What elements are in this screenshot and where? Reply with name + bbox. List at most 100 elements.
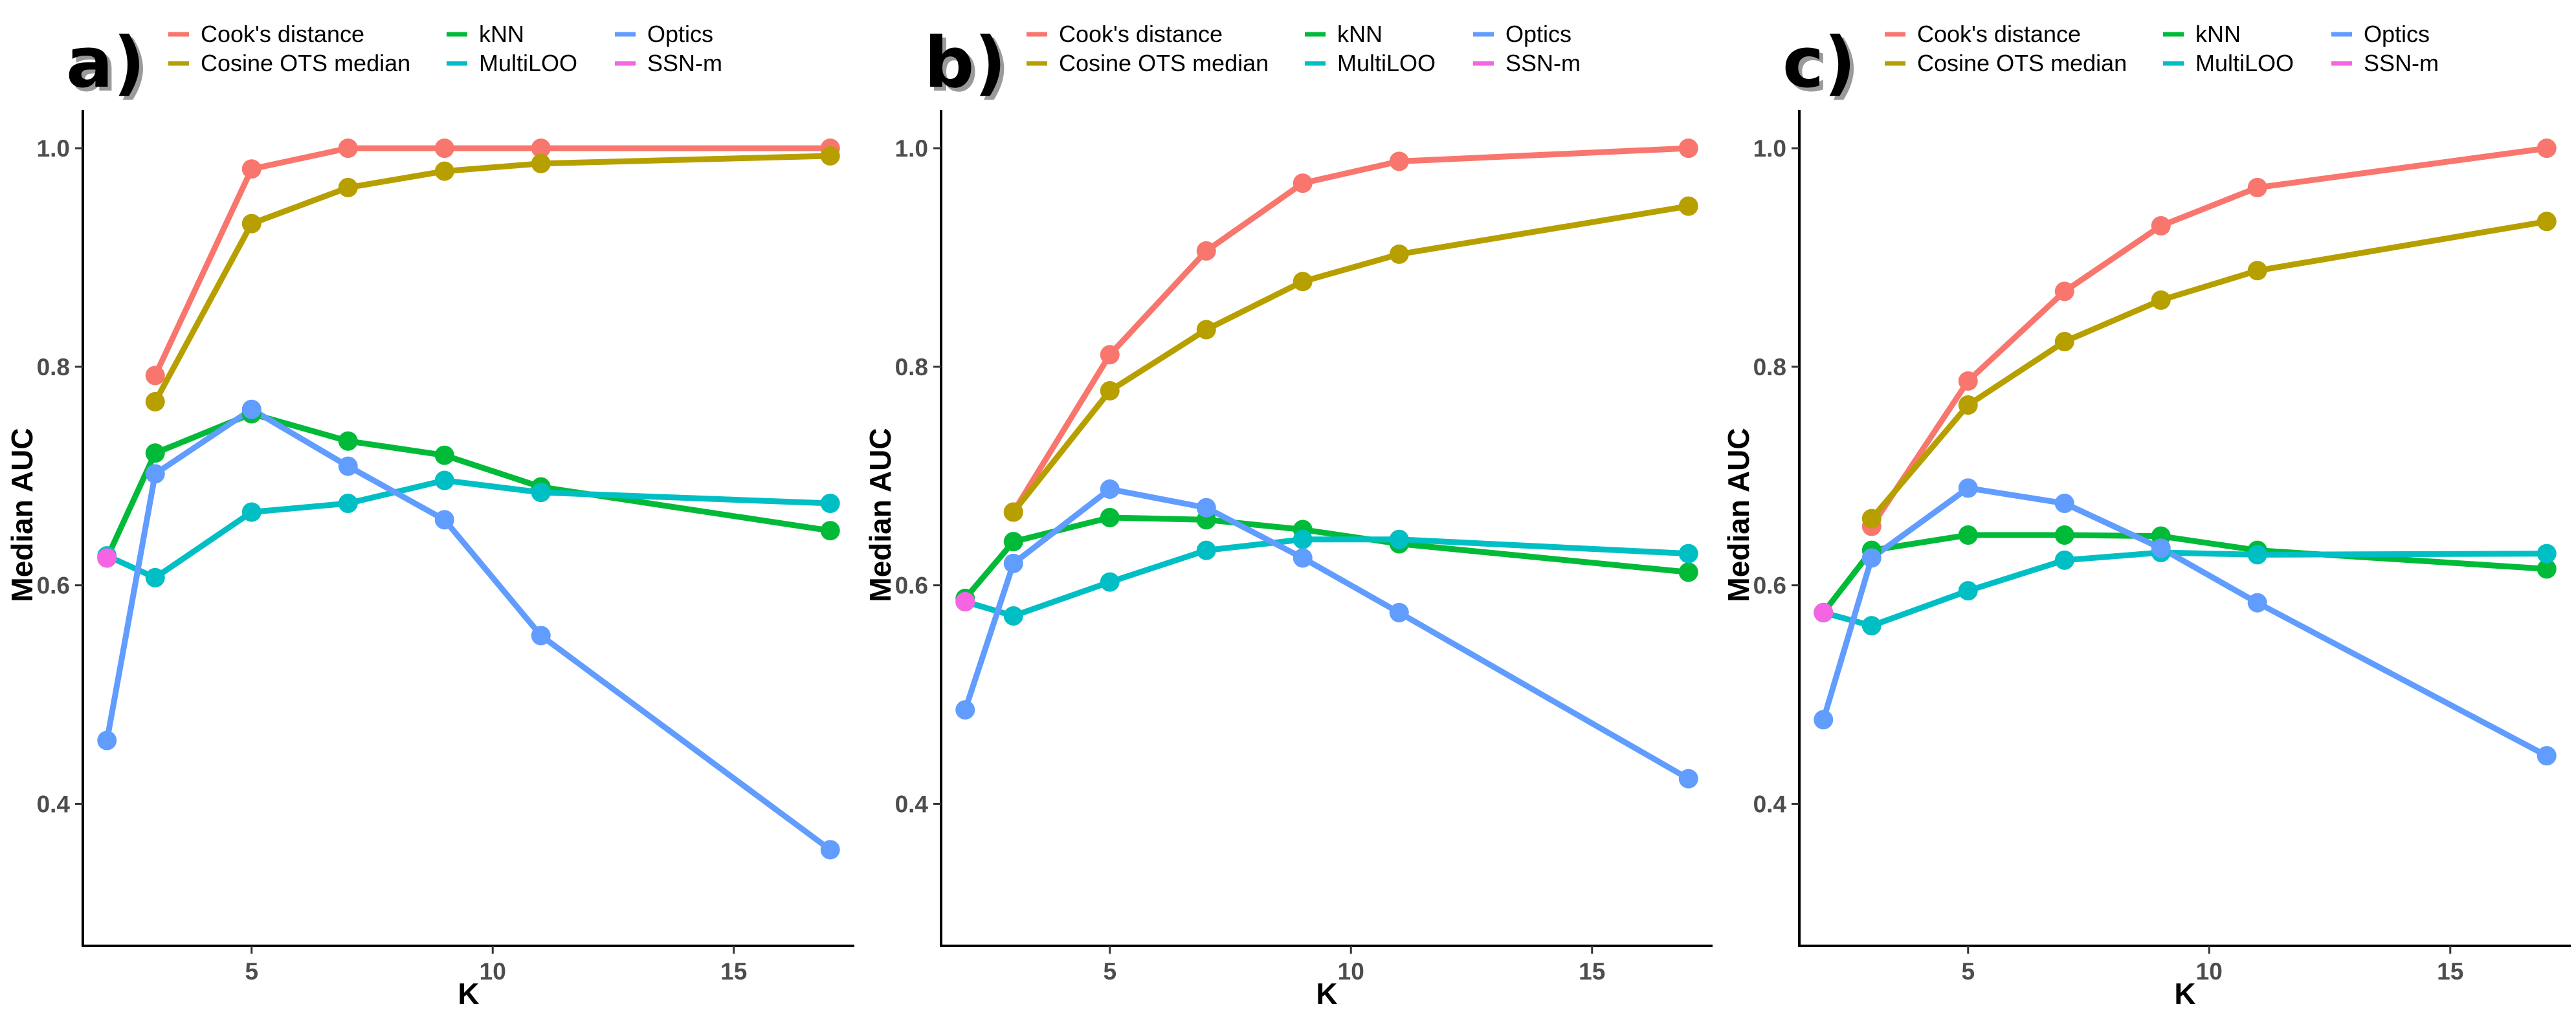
y-tick-label: 0.6 — [1753, 573, 1786, 599]
data-point-cosine-ots-median — [2537, 212, 2557, 232]
y-tick-label: 1.0 — [37, 135, 70, 162]
data-point-optics — [531, 626, 551, 646]
data-point-knn — [1958, 525, 1978, 545]
data-point-optics — [2151, 538, 2171, 558]
data-point-multiloo — [1958, 581, 1978, 601]
legend-item-knn: kNN — [2163, 21, 2241, 47]
legend-item-cosine-ots-median: Cosine OTS median — [1885, 50, 2127, 76]
axes — [1798, 110, 2571, 947]
data-point-optics — [2054, 494, 2074, 513]
legend-label: MultiLOO — [2195, 50, 2294, 76]
data-point-multiloo — [1196, 540, 1216, 560]
y-axis-title: Median AUC — [863, 428, 897, 602]
chart-panel-1: a)a) Cook's distance Cosine OTS median kNN M… — [5, 21, 854, 1011]
data-point-knn — [1100, 507, 1120, 527]
y-tick-label: 1.0 — [1753, 135, 1786, 162]
data-point-cook-s-distance — [2151, 216, 2171, 236]
data-point-cook-s-distance — [2247, 177, 2267, 197]
legend-label: Cosine OTS median — [201, 50, 410, 76]
data-point-optics — [1100, 479, 1120, 499]
x-axis-title: K — [1316, 977, 1337, 1011]
legend-label: Optics — [647, 21, 713, 47]
data-point-cook-s-distance — [1196, 241, 1216, 261]
legend-item-multiloo: MultiLOO — [1305, 50, 1436, 76]
data-point-multiloo — [338, 494, 358, 513]
panel-label-shadow: a) — [70, 27, 149, 107]
legend-label: Cosine OTS median — [1059, 50, 1269, 76]
data-point-multiloo — [145, 567, 165, 587]
data-point-multiloo — [1861, 616, 1882, 636]
legend-item-ssn-m: SSN-m — [615, 50, 722, 76]
data-point-optics — [1196, 498, 1216, 518]
legend-label: Optics — [1505, 21, 1571, 47]
data-point-cook-s-distance — [2537, 138, 2557, 159]
legend-label: SSN-m — [647, 50, 722, 76]
data-point-cosine-ots-median — [1196, 320, 1216, 340]
data-point-optics — [1389, 602, 1409, 622]
data-point-optics — [1814, 710, 1834, 730]
data-point-optics — [1678, 769, 1698, 789]
series-line-cook-s-distance — [1869, 145, 2550, 529]
legend-item-cosine-ots-median: Cosine OTS median — [168, 50, 410, 76]
data-point-knn — [2054, 525, 2074, 545]
data-point-cosine-ots-median — [434, 161, 454, 181]
data-point-cosine-ots-median — [1958, 395, 1978, 415]
legend-item-knn: kNN — [1305, 21, 1382, 47]
panel-label-shadow: b) — [928, 27, 1010, 107]
data-point-multiloo — [2247, 545, 2267, 565]
legend-label: kNN — [479, 21, 524, 47]
data-point-optics — [820, 840, 840, 860]
series-line-multiloo — [104, 477, 834, 581]
data-point-optics — [434, 510, 454, 530]
data-point-cosine-ots-median — [145, 391, 165, 411]
data-point-optics — [1003, 553, 1023, 573]
data-point-cook-s-distance — [1389, 151, 1409, 171]
data-point-multiloo — [1389, 529, 1409, 549]
x-tick-label: 15 — [2437, 958, 2463, 985]
data-point-cosine-ots-median — [2151, 290, 2171, 310]
series-line-cosine-ots-median — [152, 153, 834, 405]
legend-label: Cosine OTS median — [1917, 50, 2127, 76]
series-line-cosine-ots-median — [1010, 203, 1692, 516]
panel-label: c) — [1782, 23, 1856, 104]
data-point-ssn-m — [955, 592, 975, 611]
data-point-cook-s-distance — [1293, 173, 1313, 193]
data-point-cook-s-distance — [1958, 371, 1978, 391]
legend-item-cook-s-distance: Cook's distance — [1027, 21, 1223, 47]
legend-item-multiloo: MultiLOO — [447, 50, 577, 76]
x-tick-label: 5 — [1961, 958, 1975, 985]
data-point-cosine-ots-median — [2247, 261, 2267, 281]
series-line-optics — [104, 406, 834, 853]
y-tick-label: 0.8 — [37, 354, 70, 380]
legend-label: Cook's distance — [201, 21, 364, 47]
y-tick-label: 0.8 — [1753, 354, 1786, 380]
panel-label: a) — [66, 23, 145, 104]
legend-item-optics: Optics — [615, 21, 713, 47]
y-tick-label: 0.4 — [895, 791, 929, 817]
data-point-multiloo — [531, 483, 551, 503]
data-point-optics — [2537, 746, 2557, 766]
legend-item-optics: Optics — [1473, 21, 1571, 47]
data-point-multiloo — [1293, 529, 1313, 549]
data-point-cosine-ots-median — [1678, 196, 1698, 216]
y-tick-label: 1.0 — [895, 135, 928, 162]
data-point-optics — [2247, 593, 2267, 613]
series-line-cosine-ots-median — [1869, 218, 2550, 522]
y-tick-label: 0.6 — [895, 573, 928, 599]
legend-item-cosine-ots-median: Cosine OTS median — [1027, 50, 1269, 76]
data-point-cosine-ots-median — [820, 146, 840, 166]
x-tick-label: 10 — [2196, 958, 2223, 985]
data-point-cosine-ots-median — [1003, 502, 1023, 522]
data-point-cosine-ots-median — [241, 214, 261, 234]
y-tick-label: 0.8 — [895, 354, 928, 380]
y-axis-title: Median AUC — [1722, 428, 1755, 602]
legend-item-ssn-m: SSN-m — [2331, 50, 2439, 76]
data-point-cosine-ots-median — [2054, 332, 2074, 352]
legend-label: SSN-m — [2364, 50, 2439, 76]
data-point-cook-s-distance — [531, 138, 551, 159]
panel-label-shadow: c) — [1786, 27, 1860, 107]
data-point-optics — [1861, 548, 1882, 568]
legend-label: Cook's distance — [1917, 21, 2081, 47]
data-point-cook-s-distance — [338, 138, 358, 159]
legend-label: kNN — [1337, 21, 1382, 47]
